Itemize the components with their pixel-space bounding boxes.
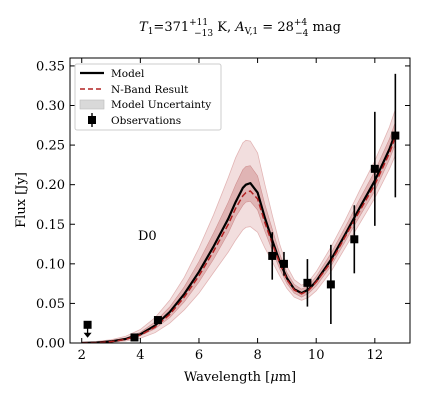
y-tick-label: 0.15 xyxy=(36,218,65,233)
x-tick-label: 4 xyxy=(136,348,144,363)
observation-point xyxy=(391,73,400,198)
y-tick-label: 0.10 xyxy=(36,257,65,272)
observation-points xyxy=(83,73,400,342)
x-tick-label: 12 xyxy=(367,348,384,363)
observation-marker xyxy=(153,316,162,325)
y-tick-label: 0.35 xyxy=(36,59,65,74)
observation-marker xyxy=(268,251,277,260)
legend-box xyxy=(74,63,222,131)
observation-marker xyxy=(326,280,335,289)
x-tick-label: 10 xyxy=(308,348,325,363)
observation-point xyxy=(326,244,335,324)
observation-point xyxy=(370,111,379,226)
observation-point xyxy=(279,251,288,276)
observation-point xyxy=(83,320,92,338)
observation-point xyxy=(350,205,359,274)
x-tick-label: 6 xyxy=(195,348,203,363)
legend: Model N-Band Result Model Uncertainty Ob… xyxy=(74,63,222,131)
observation-point xyxy=(268,232,277,280)
x-tick-label: 2 xyxy=(78,348,86,363)
plot-frame xyxy=(69,57,411,344)
y-tick-label: 0.30 xyxy=(36,99,65,114)
y-tick-label: 0.25 xyxy=(36,139,65,154)
observation-marker xyxy=(370,164,379,173)
legend-observations-label: Observations xyxy=(111,115,181,127)
legend-nband-label: N-Band Result xyxy=(111,84,189,96)
observation-marker xyxy=(350,235,359,244)
observation-marker xyxy=(83,320,92,329)
chart-title: T1=371+11 −13 K, AV,1 = 28+4 −4 mag xyxy=(139,18,341,39)
legend-observations-swatch xyxy=(88,113,96,127)
legend-uncertainty-swatch xyxy=(79,99,105,110)
x-tick-label: 8 xyxy=(253,348,261,363)
uncertainty-bands xyxy=(81,109,396,343)
observation-marker xyxy=(303,278,312,287)
observation-marker xyxy=(130,333,139,342)
legend-model-label: Model xyxy=(111,68,145,80)
nband-result-line xyxy=(81,136,397,343)
y-tick-label: 0.05 xyxy=(36,297,65,312)
y-axis-ticks: 0.00 0.05 0.10 0.15 0.20 0.25 0.30 0.35 xyxy=(36,59,410,352)
region-annotation: D0 xyxy=(138,229,157,244)
observation-marker xyxy=(279,259,288,268)
y-tick-label: 0.00 xyxy=(36,337,65,352)
x-axis-label: Wavelength [μm] xyxy=(184,370,296,385)
model-line xyxy=(81,132,397,343)
observation-point xyxy=(153,316,162,325)
observation-marker xyxy=(391,131,400,140)
y-tick-label: 0.20 xyxy=(36,178,65,193)
upper-limit-arrow-head xyxy=(83,332,92,338)
observation-point xyxy=(303,259,312,307)
model-curves xyxy=(81,132,397,343)
y-axis-label: Flux [Jy] xyxy=(14,172,29,228)
observation-point xyxy=(130,333,139,342)
x-axis-ticks: 2 4 6 8 10 12 xyxy=(78,58,384,363)
legend-uncertainty-label: Model Uncertainty xyxy=(111,99,211,111)
